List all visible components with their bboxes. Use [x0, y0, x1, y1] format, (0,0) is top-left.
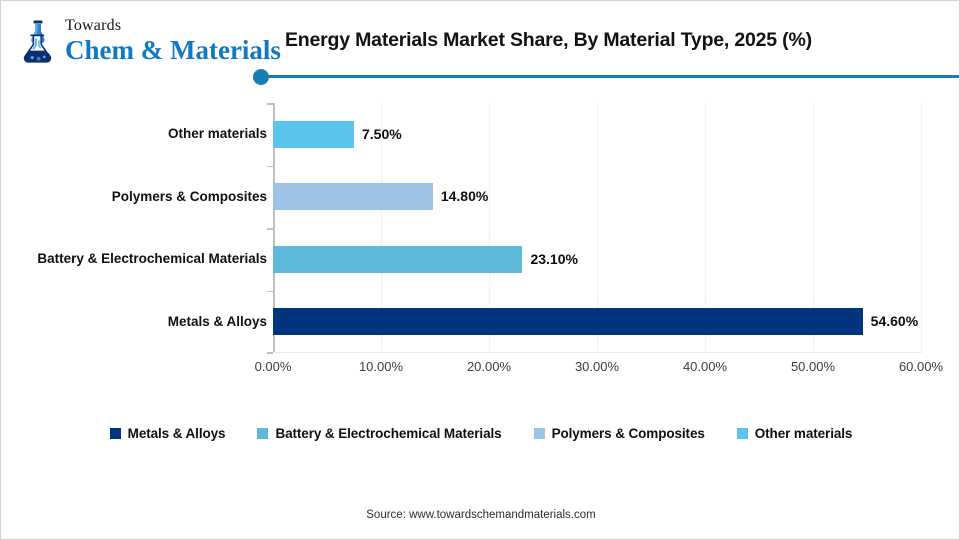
gridline	[705, 103, 706, 353]
x-axis-tick-label: 40.00%	[682, 359, 728, 374]
legend-swatch-icon	[736, 428, 748, 439]
brand-logo[interactable]: Towards Chem & Materials	[15, 17, 281, 64]
legend-label: Metals & Alloys	[127, 426, 226, 441]
x-axis-tick-label: 30.00%	[574, 359, 620, 374]
bar-other-materials[interactable]	[273, 120, 354, 148]
y-axis-tick	[267, 165, 273, 167]
y-axis-category-labels: Metals & Alloys Battery & Electrochemical…	[27, 103, 267, 353]
legend-swatch-icon	[109, 428, 121, 439]
source-note: Source: www.towardschemandmaterials.com	[366, 509, 596, 521]
page-title: Energy Materials Market Share, By Materi…	[285, 29, 812, 51]
gridline	[381, 103, 382, 353]
gridline	[597, 103, 598, 353]
legend-label: Other materials	[754, 426, 853, 441]
y-axis-line	[273, 103, 275, 353]
divider-line	[263, 75, 959, 78]
chart-legend: Metals & Alloys Battery & Electrochemical…	[1, 426, 959, 441]
chart-plot-area: Metals & Alloys Battery & Electrochemical…	[1, 93, 959, 393]
x-axis-tick-label: 0.00%	[254, 359, 292, 374]
bar-battery-electrochemical-materials[interactable]	[273, 245, 523, 273]
header: Towards Chem & Materials Energy Material…	[1, 1, 959, 93]
y-axis-category-label: Other materials	[167, 126, 267, 142]
legend-label: Polymers & Composites	[551, 426, 705, 441]
bar-value-label: 54.60%	[870, 313, 919, 330]
y-axis-tick	[267, 352, 273, 354]
gridline	[489, 103, 490, 353]
bar-metals-alloys[interactable]	[273, 308, 863, 336]
legend-item[interactable]: Metals & Alloys	[109, 426, 226, 441]
bar-value-label: 23.10%	[530, 250, 578, 267]
legend-swatch-icon	[533, 428, 545, 439]
divider-dot-icon	[253, 69, 269, 85]
brand-wordmark: Towards Chem & Materials	[65, 17, 281, 64]
bar-value-label: 7.50%	[362, 125, 402, 142]
y-axis-tick	[267, 290, 273, 292]
x-axis-tick-label: 20.00%	[466, 359, 512, 374]
gridline	[921, 103, 922, 353]
legend-swatch-icon	[257, 428, 269, 439]
legend-item[interactable]: Battery & Electrochemical Materials	[257, 426, 502, 441]
x-axis-tick-label: 10.00%	[358, 359, 404, 374]
y-axis-category-label: Battery & Electrochemical Materials	[37, 251, 267, 267]
y-axis-tick	[267, 228, 273, 230]
header-divider	[253, 69, 959, 85]
y-axis-category-label: Polymers & Composites	[111, 188, 267, 204]
brand-line-1: Towards	[65, 17, 122, 34]
legend-label: Battery & Electrochemical Materials	[275, 426, 502, 441]
flask-icon	[23, 20, 52, 63]
x-axis-tick-label: 50.00%	[790, 359, 836, 374]
legend-item[interactable]: Polymers & Composites	[533, 426, 705, 441]
x-axis-tick-label: 60.00%	[898, 359, 944, 374]
y-axis-category-label: Metals & Alloys	[167, 313, 267, 329]
legend-item[interactable]: Other materials	[736, 426, 853, 441]
brand-line-2: Chem & Materials	[65, 34, 281, 65]
bar-value-label: 14.80%	[440, 188, 489, 205]
bar-polymers-composites[interactable]	[273, 183, 433, 211]
gridline	[813, 103, 814, 353]
chart-axes: 0.00% 10.00% 20.00% 30.00% 40.00% 50.00% 60.00…	[255, 103, 943, 374]
y-axis-tick	[267, 103, 273, 105]
